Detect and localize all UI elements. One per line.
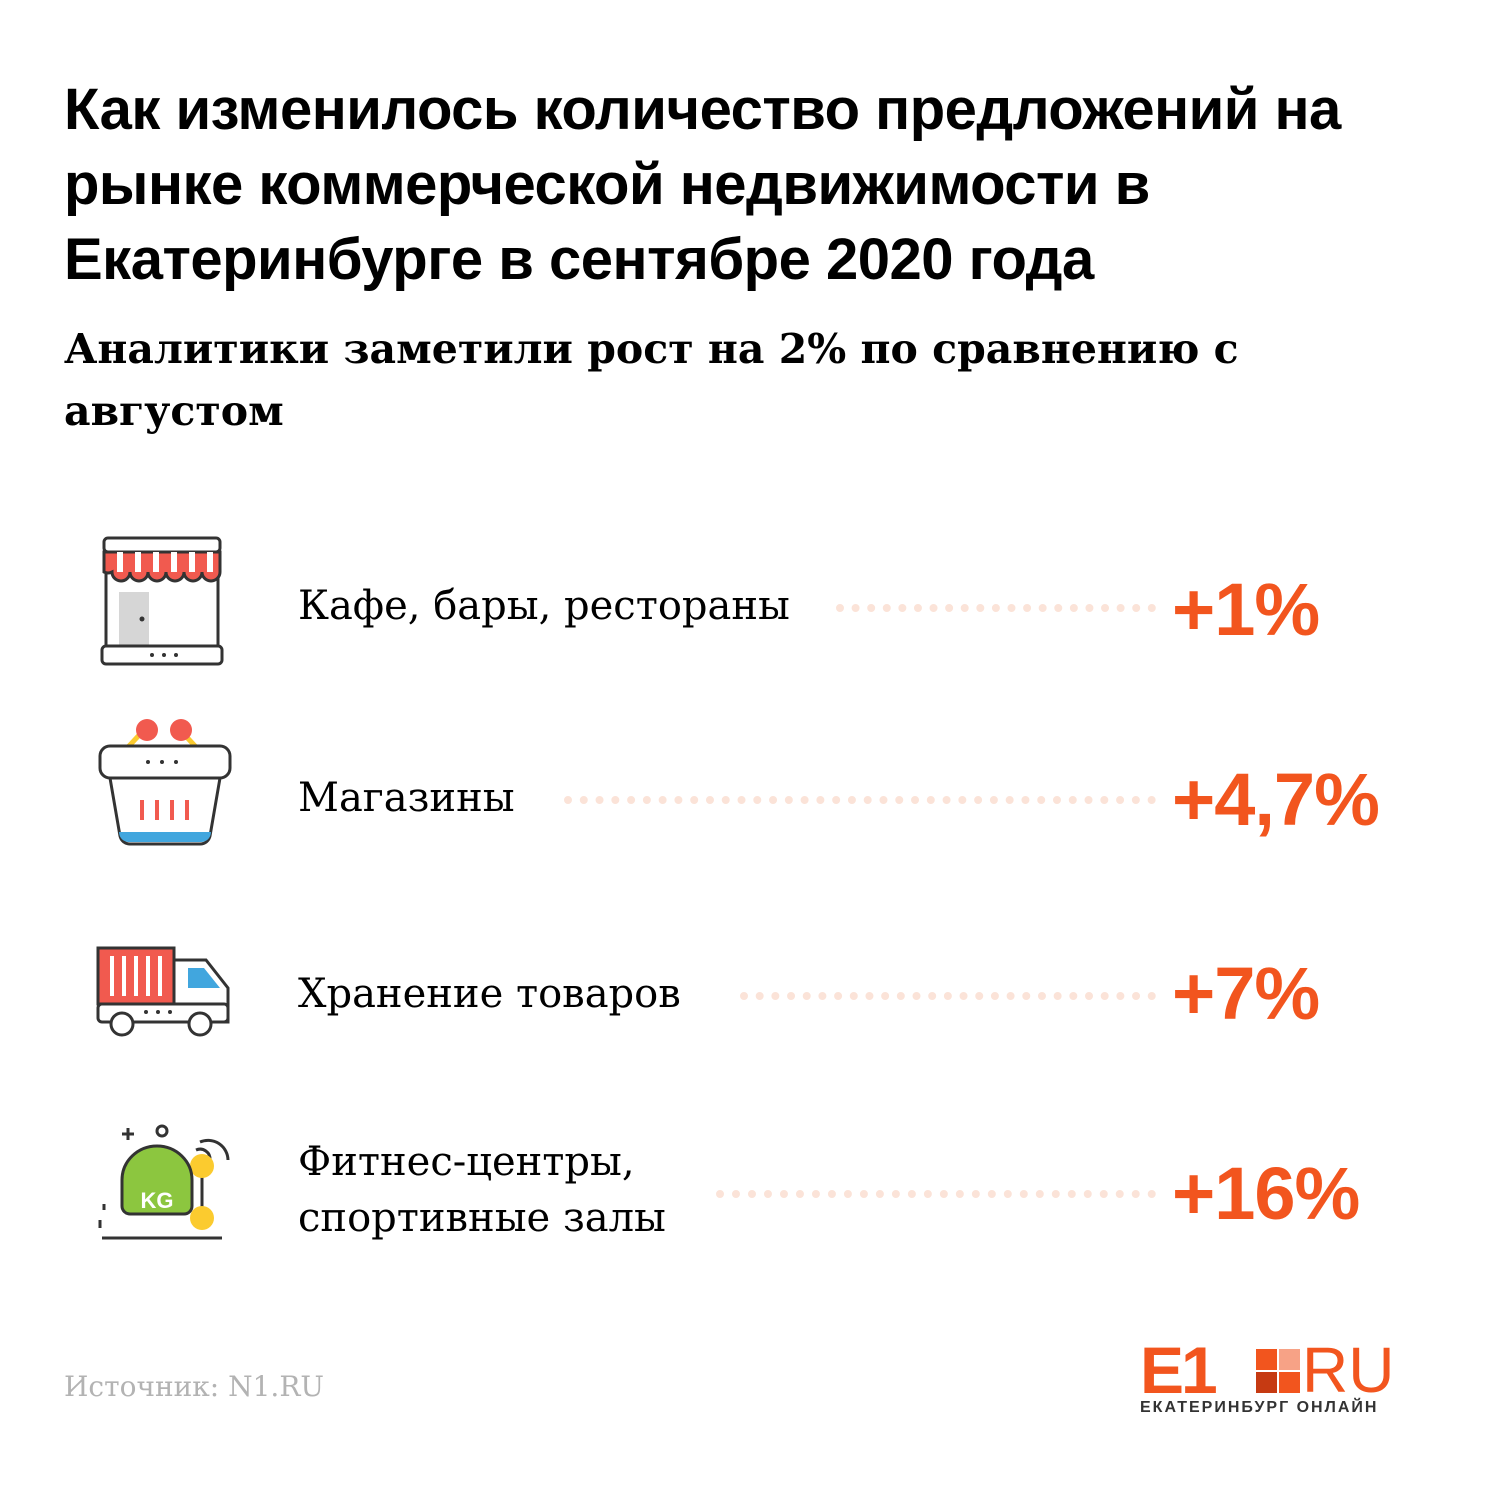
dotted-leader [836,604,1156,612]
item-value: +1% [1172,568,1320,651]
kettlebell-icon: KG [92,1120,237,1255]
dotted-leader [564,796,1156,804]
list-item: KG Фитнес-центры, спортивные залы +16% [0,1120,1500,1260]
page-title: Как изменилось количество предложений на… [64,77,1341,292]
item-label-line-2: спортивные залы [298,1195,666,1241]
delivery-truck-icon [92,944,237,1044]
item-label: Хранение товаров [298,971,681,1017]
item-value: +7% [1172,952,1320,1035]
e1-logo[interactable]: E1 RU ЕКАТЕРИНБУРГ ОНЛАЙН [1140,1337,1420,1425]
item-label-line-1: Фитнес-центры, [298,1139,635,1185]
logo-squares-icon [1256,1349,1300,1393]
source-note: Источник: N1.RU [64,1370,325,1403]
list-item: Кафе, бары, рестораны +1% [0,530,1500,670]
storefront-icon [92,530,232,675]
svg-text:KG: KG [141,1188,174,1213]
shopping-basket-icon [92,712,237,862]
logo-wordmark-right: RU [1302,1334,1395,1406]
item-label: Кафе, бары, рестораны [298,583,790,629]
item-value: +16% [1172,1152,1360,1235]
list-item: Магазины +4,7% [0,712,1500,852]
list-item: Хранение товаров +7% [0,930,1500,1050]
dotted-leader [740,992,1156,1000]
item-label: Магазины [298,775,515,821]
dotted-leader [716,1190,1156,1198]
item-label: Фитнес-центры, спортивные залы [298,1134,666,1246]
logo-wordmark-left: E1 [1140,1333,1218,1407]
item-value: +4,7% [1172,758,1380,841]
page-subtitle: Аналитики заметили рост на 2% по сравнен… [64,325,1239,435]
logo-tagline: ЕКАТЕРИНБУРГ ОНЛАЙН [1140,1399,1379,1416]
